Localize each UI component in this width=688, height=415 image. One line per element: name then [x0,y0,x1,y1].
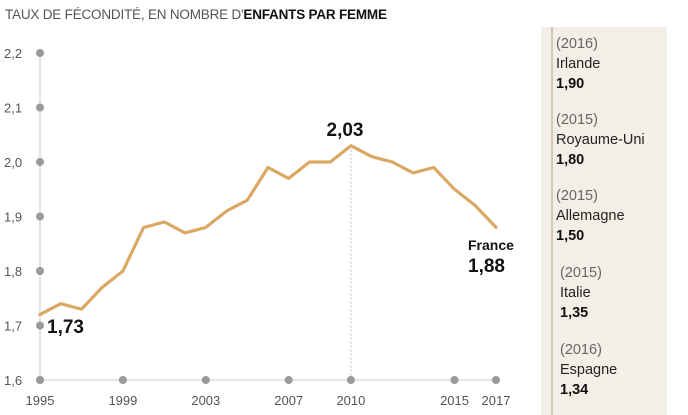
x-tick-label: 2003 [191,393,220,408]
x-tick-label: 2007 [274,393,303,408]
chart-title: TAUX DE FÉCONDITÉ, EN NOMBRE D'ENFANTS P… [5,7,387,22]
x-tick-dot [201,376,210,384]
x-tick-label: 1995 [26,393,55,408]
y-tick-label: 1,8 [4,264,22,279]
end-value-label: 1,88 [468,256,505,277]
entry-year: (2015) [560,265,602,281]
y-tick-label: 2,2 [4,46,22,61]
y-tick-dot [36,103,44,112]
entry-country: Espagne [560,362,618,378]
entry-espagne: (2016) Espagne 1,34 [560,340,617,400]
peak-value-label: 2,03 [327,120,364,141]
x-tick-dot [118,376,127,384]
y-tick-label: 1,7 [4,319,22,334]
entry-year: (2016) [560,342,602,358]
y-axis: 1,6 1,7 1,8 1,9 2,0 2,1 2,2 [4,46,44,388]
title-prefix: TAUX DE FÉCONDITÉ, EN NOMBRE D' [5,7,244,22]
x-tick-dot [450,376,459,384]
entry-country: Italie [560,285,591,301]
x-tick-label: 2010 [336,393,365,408]
y-tick-label: 1,9 [4,210,22,225]
title-bold: ENFANTS PAR FEMME [243,7,387,22]
entry-value: 1,90 [556,76,585,92]
entry-year: (2016) [556,36,598,52]
entry-year: (2015) [556,112,598,128]
x-tick-label: 2017 [482,393,511,408]
y-tick-dot [36,49,44,57]
x-tick-dot [346,376,355,384]
series-name-label: France [468,237,514,253]
entry-italie: (2015) Italie 1,35 [560,263,602,323]
entry-value: 1,80 [556,152,585,168]
series-line-france [38,144,498,317]
y-tick-label: 2,1 [4,101,22,116]
y-tick-dot [36,158,44,166]
x-tick-dot [36,376,44,384]
y-tick-dot [36,267,44,275]
entry-irlande: (2016) Irlande 1,90 [556,34,600,94]
start-value-label: 1,73 [47,317,84,338]
entry-royaume-uni: (2015) Royaume-Uni 1,80 [556,110,645,170]
entry-value: 1,34 [560,382,589,398]
entry-value: 1,50 [556,228,585,244]
x-tick-dot [492,376,500,384]
comparison-panel [541,27,667,415]
entry-allemagne: (2015) Allemagne 1,50 [556,186,625,246]
x-tick-dot [284,376,293,384]
x-tick-label: 2015 [440,393,469,408]
y-tick-dot [36,212,44,221]
fertility-line-chart: 1,6 1,7 1,8 1,9 2,0 2,1 2,2 1995 1999 2003 2007 20… [4,46,514,408]
entry-year: (2015) [556,188,598,204]
y-tick-label: 2,0 [4,155,22,170]
x-axis: 1995 1999 2003 2007 2010 2015 2017 [26,376,511,408]
panel-divider [551,27,553,415]
entry-country: Royaume-Uni [556,132,645,148]
entry-country: Allemagne [556,208,625,224]
x-tick-label: 1999 [108,393,137,408]
entry-country: Irlande [556,56,601,72]
y-tick-dot [36,321,44,330]
entry-value: 1,35 [560,305,589,321]
y-tick-label: 1,6 [4,373,22,388]
